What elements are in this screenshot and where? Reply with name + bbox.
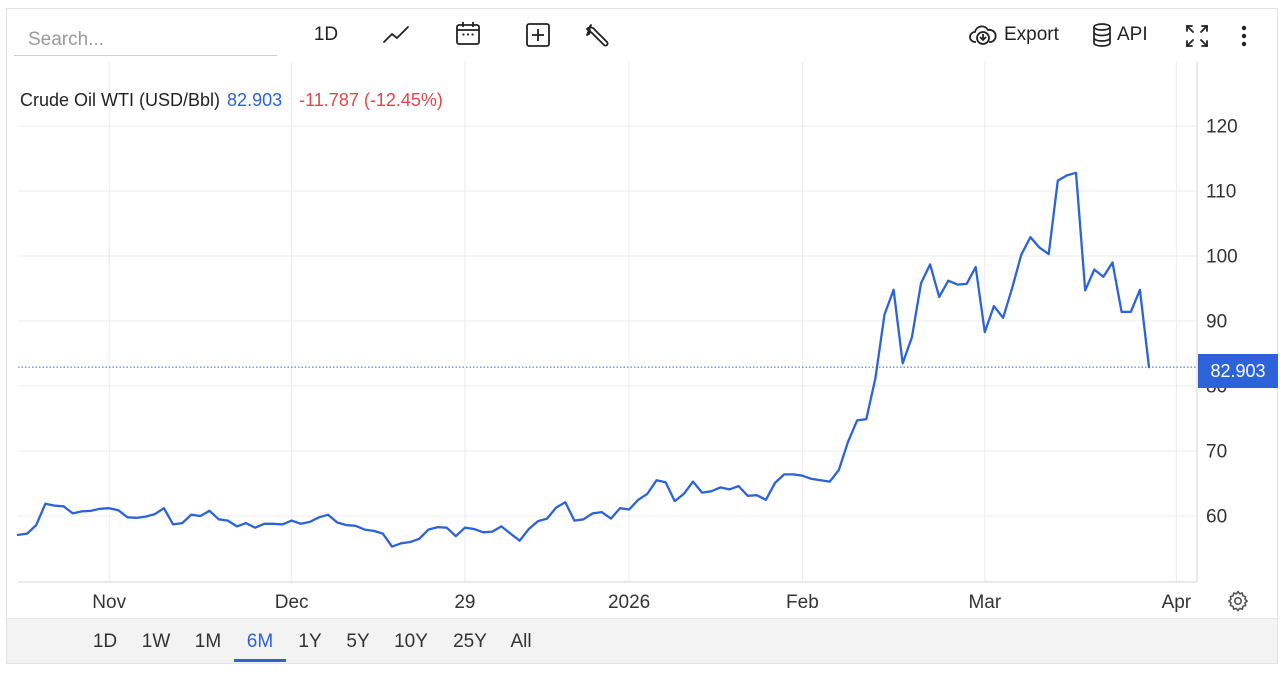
chart-legend: Crude Oil WTI (USD/Bbl) 82.903 -11.787 (…: [20, 90, 443, 111]
y-tick-label: 100: [1206, 247, 1238, 268]
y-tick-label: 120: [1206, 117, 1238, 138]
y-tick-label: 70: [1206, 442, 1227, 463]
last-price: 82.903: [227, 90, 283, 110]
export-label: Export: [1004, 24, 1059, 45]
range-button-10y[interactable]: 10Y: [394, 630, 428, 652]
range-button-1m[interactable]: 1M: [194, 630, 222, 652]
last-price-tag: 82.903: [1198, 354, 1278, 388]
range-button-1y[interactable]: 1Y: [298, 630, 322, 652]
date-range-button[interactable]: [452, 18, 484, 50]
export-button[interactable]: Export: [968, 19, 1068, 51]
range-button-6m[interactable]: 6M: [234, 619, 286, 664]
range-button-5y[interactable]: 5Y: [346, 630, 370, 652]
gear-icon[interactable]: [1226, 589, 1250, 613]
y-tick-label: 90: [1206, 312, 1227, 333]
chart-type-button[interactable]: [380, 19, 412, 51]
x-tick-label: 2026: [608, 592, 650, 613]
calendar-icon: [456, 22, 480, 45]
fullscreen-icon: [1186, 25, 1208, 47]
line-chart-icon: [383, 26, 409, 43]
instrument-name: Crude Oil WTI (USD/Bbl): [20, 90, 221, 110]
interval-label: 1D: [313, 24, 339, 45]
x-tick-label: 29: [454, 592, 475, 613]
fullscreen-button[interactable]: [1182, 20, 1212, 52]
range-button-25y[interactable]: 25Y: [453, 630, 487, 652]
y-tick-label: 60: [1206, 507, 1227, 528]
x-tick-label: Mar: [968, 592, 1001, 613]
series-line: [16, 171, 1151, 548]
x-tick-label: Apr: [1162, 592, 1192, 613]
kebab-menu-icon: [1241, 25, 1247, 47]
x-tick-label: Nov: [92, 592, 126, 613]
range-button-1w[interactable]: 1W: [141, 630, 171, 652]
chart-widget: [6, 8, 1278, 664]
x-tick-label: Dec: [275, 592, 309, 613]
interval-button[interactable]: 1D: [306, 19, 346, 51]
range-button-1d[interactable]: 1D: [92, 630, 118, 652]
more-options-button[interactable]: [1232, 20, 1256, 52]
y-tick-label: 110: [1206, 182, 1236, 203]
wrench-icon: [586, 24, 609, 47]
api-label: API: [1117, 24, 1148, 45]
search-input[interactable]: [14, 22, 277, 56]
range-button-all[interactable]: All: [510, 630, 532, 652]
cloud-download-icon: [969, 25, 997, 45]
api-button[interactable]: API: [1092, 19, 1152, 51]
plus-box-icon: [526, 23, 550, 47]
add-indicator-button[interactable]: [522, 19, 554, 51]
price-change: -11.787 (-12.45%): [299, 90, 443, 110]
tools-button[interactable]: [582, 19, 614, 51]
range-selector: 1D 1W 1M 6M 1Y 5Y 10Y 25Y All: [7, 618, 1277, 663]
database-icon: [1093, 23, 1111, 47]
x-tick-label: Feb: [786, 592, 819, 613]
